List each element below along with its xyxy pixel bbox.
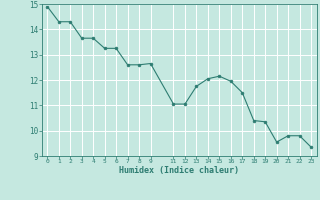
X-axis label: Humidex (Indice chaleur): Humidex (Indice chaleur) <box>119 166 239 175</box>
